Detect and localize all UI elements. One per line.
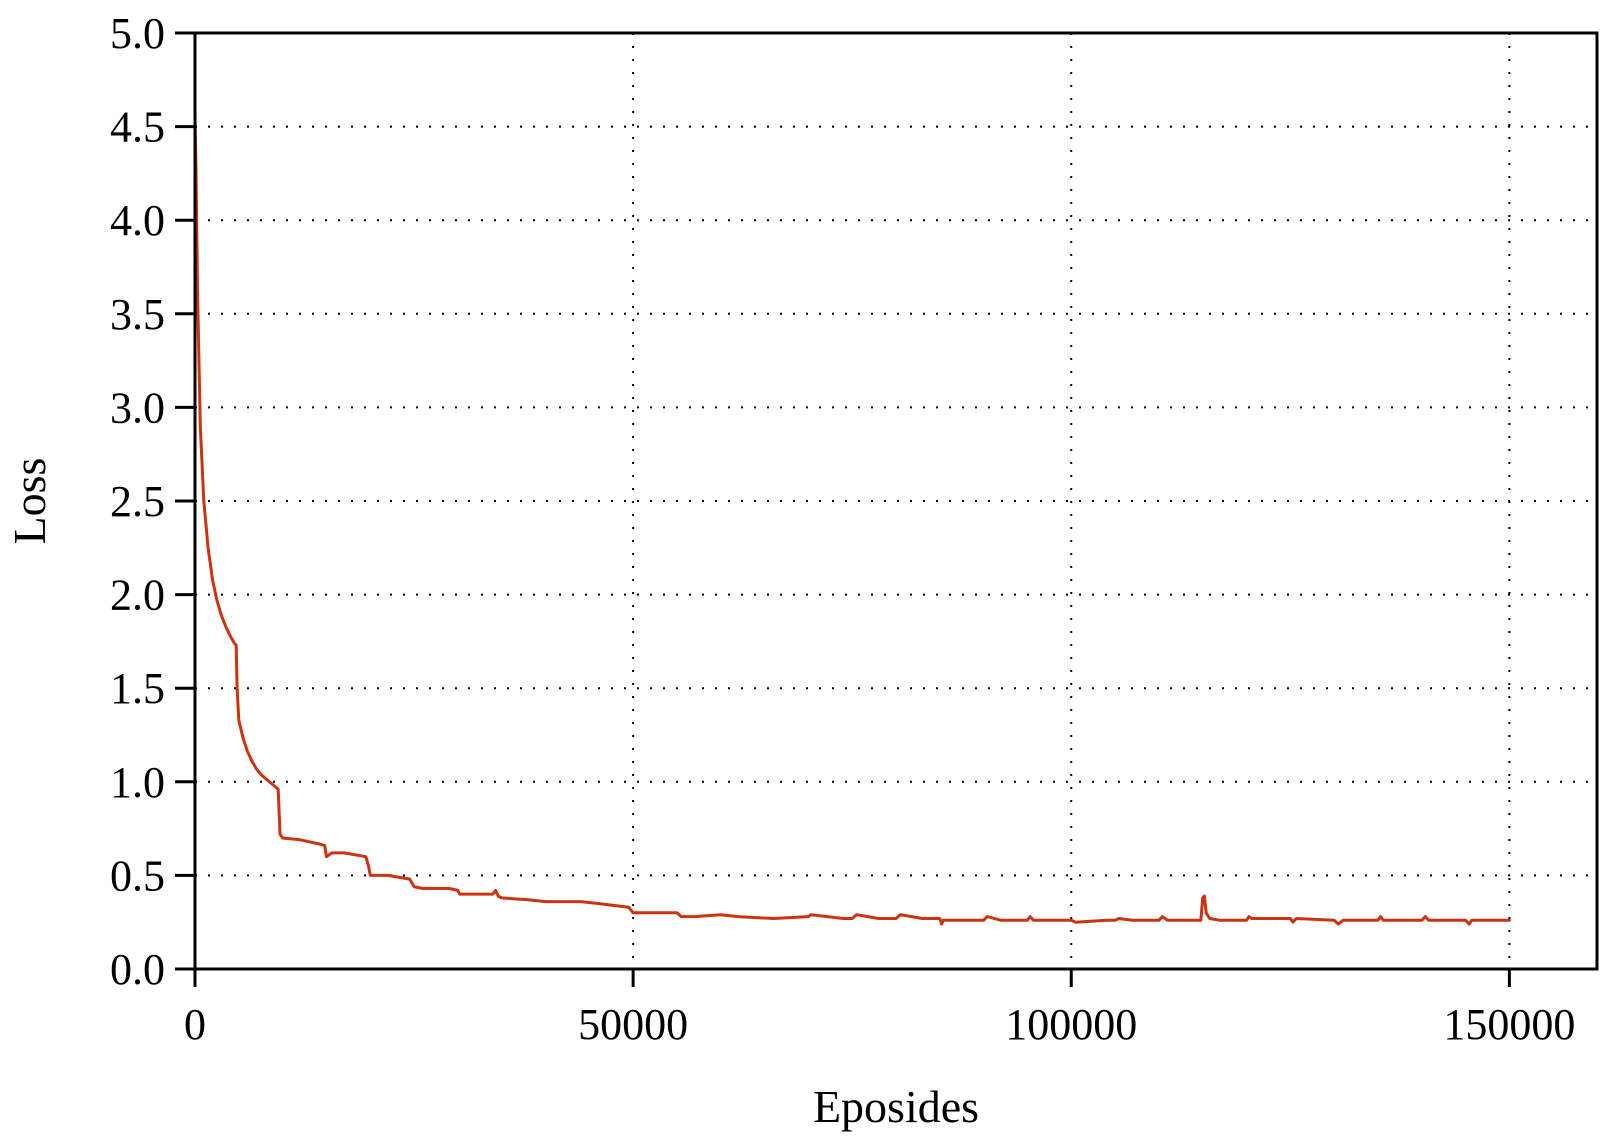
x-tick-label: 150000	[1443, 1000, 1575, 1049]
grid-lines	[195, 33, 1597, 969]
tick-labels: 0.0 0.5 1.0 1.5 2.0 2.5 3.0 3.5 4.0 4.5 5.0 0 50000 1…	[110, 9, 1575, 1049]
y-tick-label: 0.5	[110, 851, 165, 900]
axis-ticks	[175, 31, 1511, 987]
x-axis-label: Eposides	[813, 1081, 979, 1132]
x-tick-label: 50000	[578, 1000, 688, 1049]
y-tick-label: 3.0	[110, 383, 165, 432]
y-tick-label: 4.0	[110, 196, 165, 245]
series-layer	[193, 115, 1511, 926]
y-tick-label: 2.0	[110, 571, 165, 620]
y-tick-label: 4.5	[110, 103, 165, 152]
y-tick-label: 2.5	[110, 477, 165, 526]
y-tick-label: 3.5	[110, 290, 165, 339]
y-axis-label: Loss	[4, 458, 55, 545]
x-tick-label: 0	[184, 1000, 206, 1049]
y-tick-label: 1.5	[110, 664, 165, 713]
y-tick-label: 0.0	[110, 945, 165, 994]
plot-frame	[193, 31, 1599, 971]
x-tick-label: 100000	[1005, 1000, 1137, 1049]
loss-series-line	[193, 115, 1511, 926]
y-tick-label: 5.0	[110, 9, 165, 58]
y-tick-label: 1.0	[110, 758, 165, 807]
